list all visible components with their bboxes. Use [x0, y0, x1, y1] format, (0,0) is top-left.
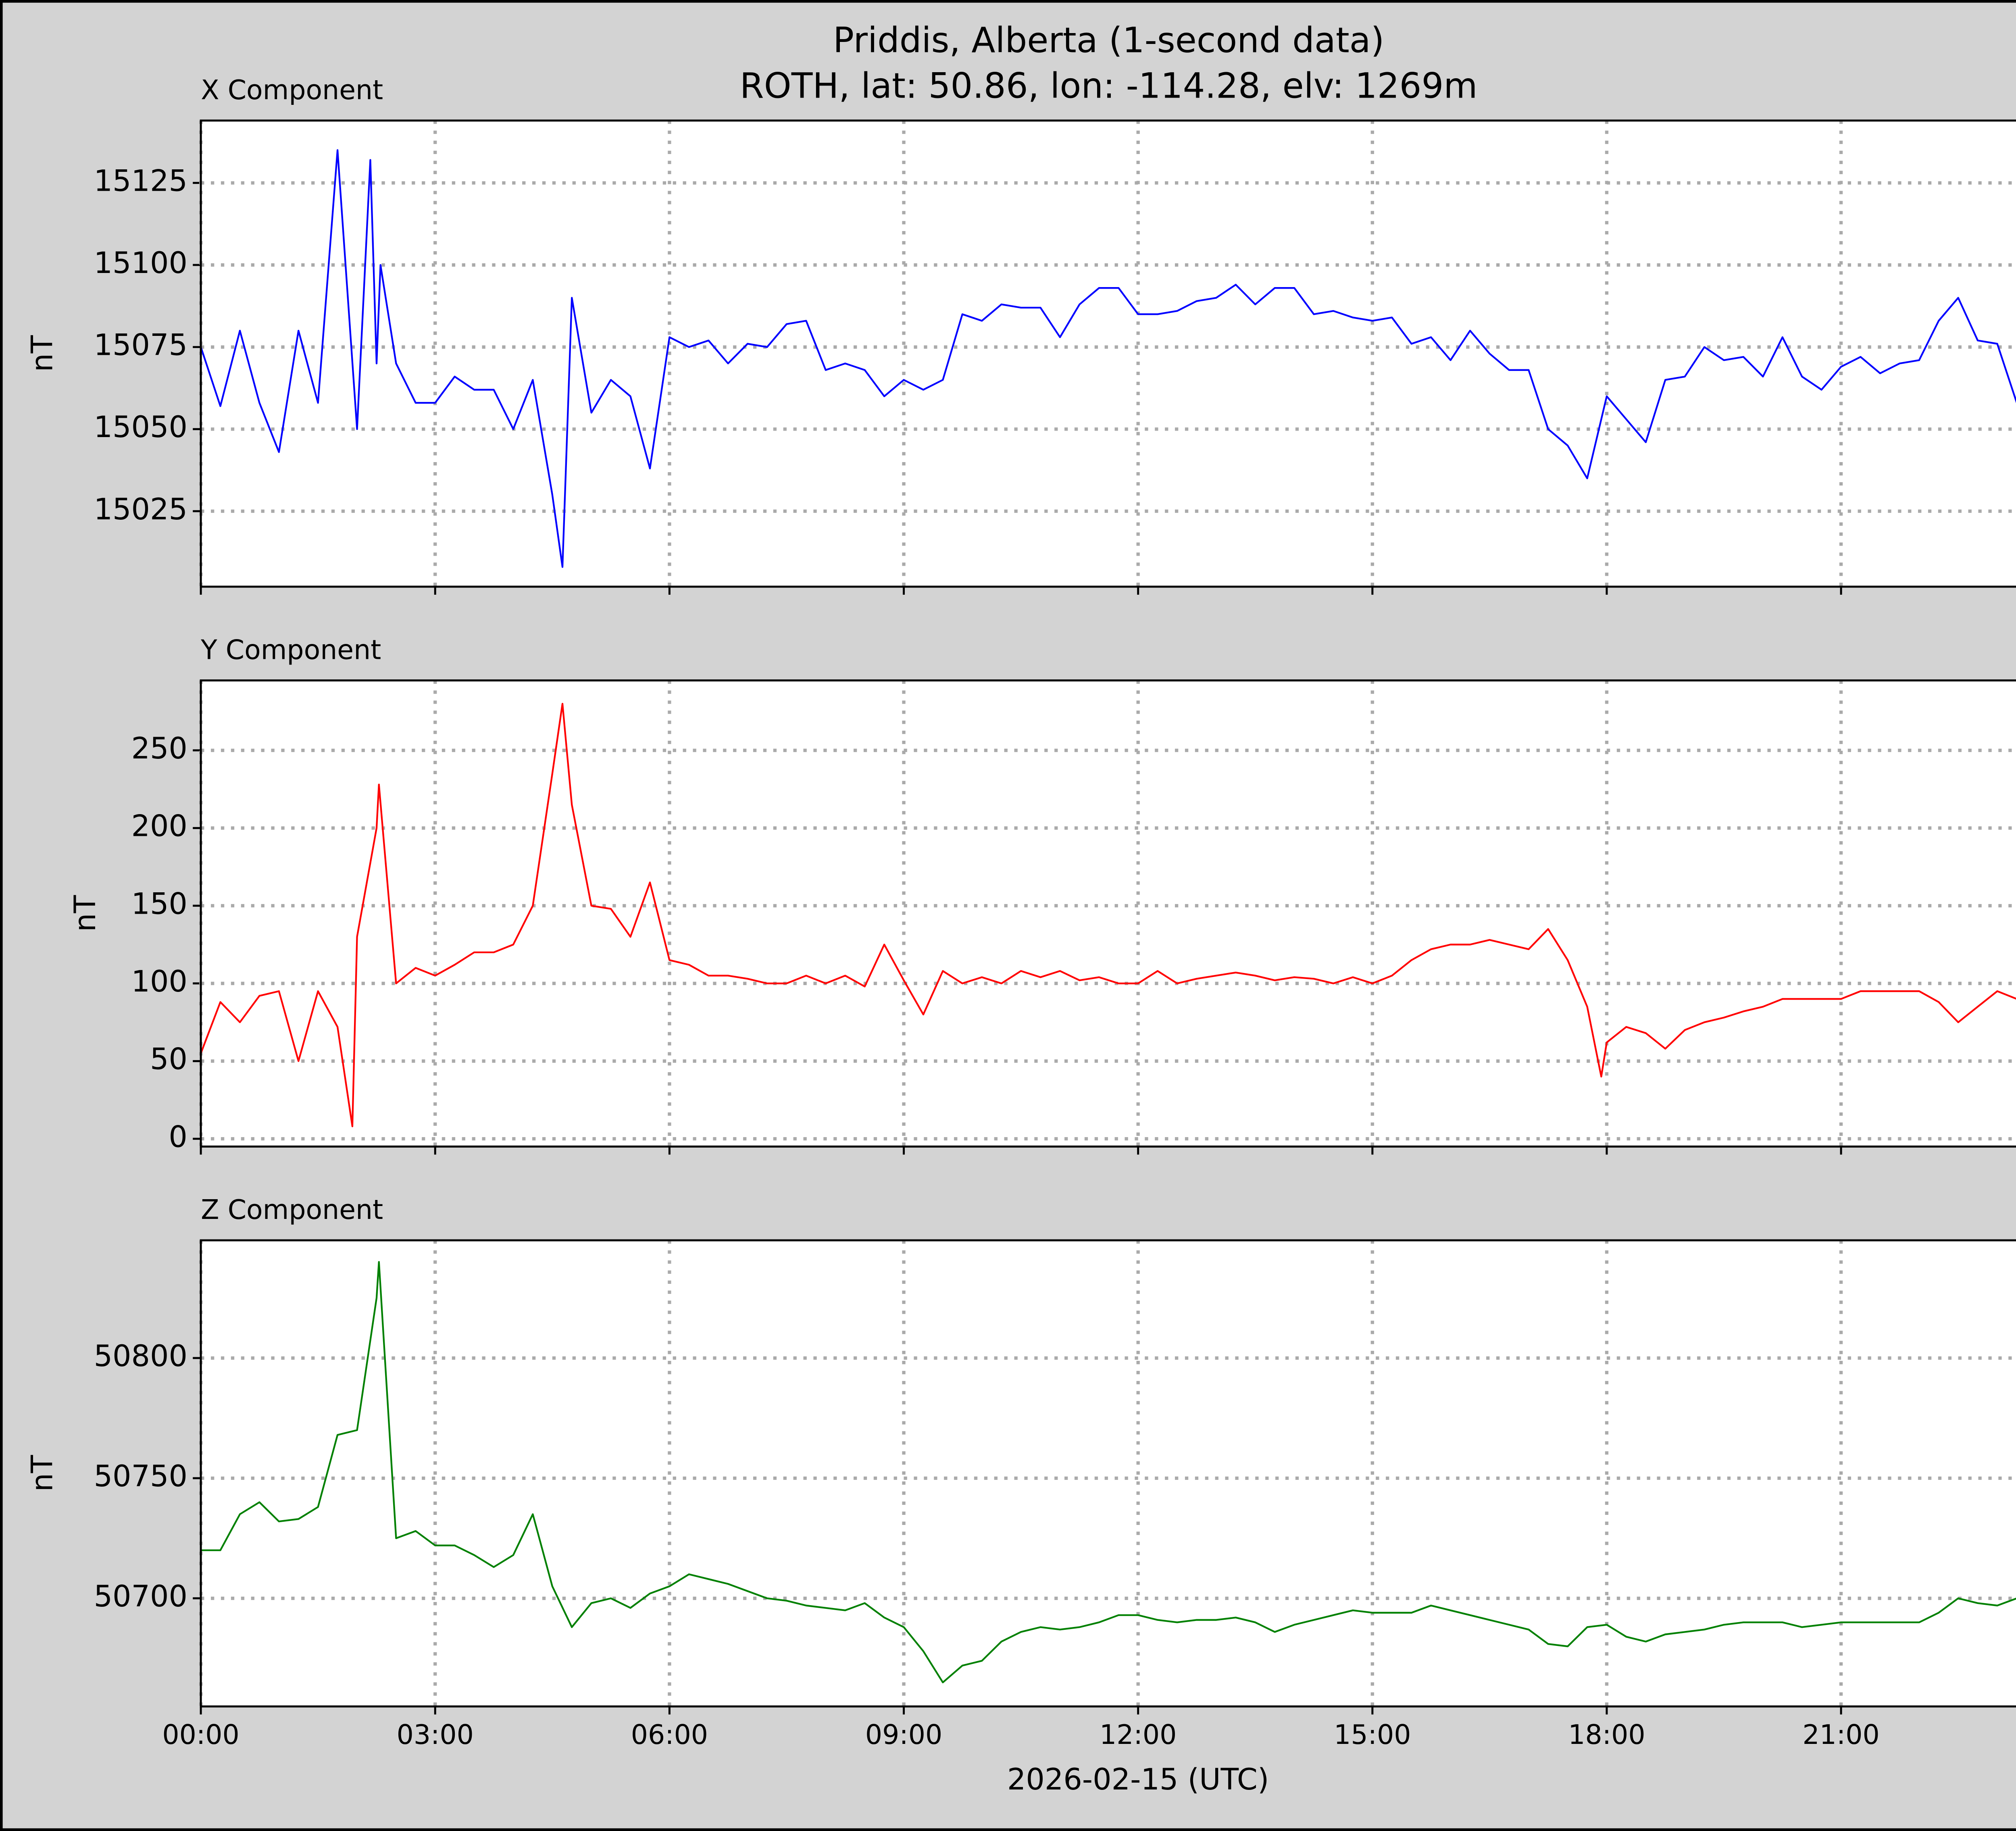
plot-area	[201, 1240, 2016, 1707]
panel-title: X Component	[201, 74, 383, 106]
plot-area	[201, 680, 2016, 1147]
x-tick-label: 18:00	[1568, 1719, 1645, 1750]
y-axis-label: nT	[25, 1455, 60, 1491]
panel-title: Y Component	[200, 634, 381, 665]
y-tick-label: 200	[131, 809, 187, 844]
y-tick-label: 50800	[94, 1339, 187, 1373]
y-tick-label: 250	[131, 731, 187, 766]
y-tick-label: 0	[169, 1120, 187, 1154]
y-tick-label: 50750	[94, 1459, 187, 1494]
x-tick-label: 00:00	[162, 1719, 239, 1750]
plot-area	[201, 120, 2016, 587]
y-tick-label: 15025	[94, 492, 187, 527]
figure-title: Priddis, Alberta (1-second data)	[833, 21, 1384, 61]
y-tick-label: 15050	[94, 410, 187, 444]
y-tick-label: 50700	[94, 1579, 187, 1614]
y-tick-label: 15075	[94, 328, 187, 362]
y-axis-label: nT	[25, 335, 60, 372]
x-tick-label: 21:00	[1802, 1719, 1879, 1750]
x-tick-label: 03:00	[397, 1719, 474, 1750]
plot-frame	[200, 1239, 2016, 1708]
figure-subtitle: ROTH, lat: 50.86, lon: -114.28, elv: 126…	[740, 66, 1478, 106]
x-axis-label: 2026-02-15 (UTC)	[1007, 1762, 1269, 1797]
plot-frame	[200, 119, 2016, 588]
y-tick-label: 150	[131, 887, 187, 921]
data-line	[200, 703, 2016, 1127]
y-tick-label: 15125	[94, 164, 187, 198]
y-axis-label: nT	[68, 895, 102, 932]
data-line	[200, 149, 2016, 568]
plot-frame	[200, 679, 2016, 1148]
x-tick-label: 09:00	[865, 1719, 942, 1750]
x-tick-label: 15:00	[1334, 1719, 1411, 1750]
panel-title: Z Component	[201, 1194, 383, 1225]
x-tick-label: 06:00	[631, 1719, 708, 1750]
y-tick-label: 100	[131, 964, 187, 999]
y-tick-label: 15100	[94, 246, 187, 280]
x-tick-label: 12:00	[1100, 1719, 1177, 1750]
y-tick-label: 50	[150, 1042, 187, 1077]
data-line	[201, 1261, 2016, 1683]
